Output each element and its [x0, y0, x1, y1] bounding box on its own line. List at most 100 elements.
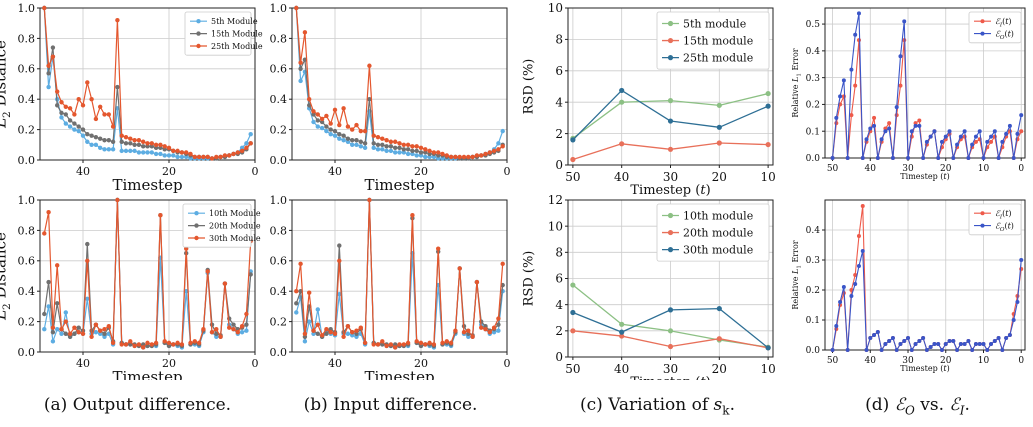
data-point: [149, 141, 154, 146]
data-point: [928, 134, 933, 139]
data-point: [444, 153, 449, 158]
legend-label: 25th module: [683, 51, 753, 64]
data-point: [350, 142, 355, 147]
data-point: [123, 135, 129, 140]
data-point: [350, 330, 355, 335]
y-tick-label: 0.2: [18, 315, 36, 328]
data-point: [93, 135, 99, 140]
data-point: [921, 156, 926, 160]
data-point: [319, 116, 325, 122]
legend-box: [184, 11, 252, 56]
data-point: [76, 124, 81, 129]
data-point: [63, 319, 68, 324]
data-point: [951, 339, 956, 343]
data-point: [179, 150, 185, 155]
data-point: [231, 151, 236, 157]
data-point: [483, 327, 488, 332]
data-point: [1015, 131, 1020, 136]
data-point: [298, 60, 303, 65]
data-point: [619, 333, 625, 339]
data-point: [218, 334, 223, 339]
data-point: [1000, 139, 1005, 144]
data-point: [106, 112, 112, 117]
legend-marker: [667, 212, 674, 219]
x-tick-label: 20: [940, 164, 952, 174]
data-point: [128, 141, 133, 146]
data-point: [397, 342, 402, 347]
data-point: [72, 325, 77, 330]
x-tick-label: 20: [162, 165, 176, 178]
data-point: [46, 304, 51, 309]
data-point: [345, 124, 351, 129]
data-point: [132, 148, 137, 154]
data-point: [401, 142, 406, 147]
data-point: [123, 342, 129, 347]
legend-box: [656, 203, 770, 262]
data-point: [110, 147, 116, 152]
data-point: [853, 83, 858, 88]
data-point: [570, 282, 576, 288]
x-axis-label-part: Timestep (: [630, 183, 700, 198]
y-tick-label: 0.8: [18, 224, 36, 237]
data-point: [50, 330, 56, 335]
legend-label: 15th module: [683, 34, 753, 47]
x-tick-label: 40: [328, 165, 342, 178]
data-point: [1019, 129, 1024, 134]
data-point: [46, 63, 51, 68]
x-tick-label: 40: [76, 165, 90, 178]
x-tick-label: 20: [712, 170, 727, 184]
data-point: [898, 342, 903, 346]
legend-marker: [980, 31, 985, 36]
chart-c-bottom: 50 40 30 20 10 0 2 4 6 8 10 12 Timestep (t) RSD (%) 10…: [522, 193, 776, 380]
data-point: [67, 331, 73, 336]
data-point: [619, 141, 625, 147]
data-point: [466, 328, 471, 333]
x-tick-label: 0: [504, 357, 511, 370]
data-point: [102, 112, 107, 117]
data-point: [917, 118, 922, 123]
data-point: [298, 261, 303, 267]
data-point: [85, 296, 90, 301]
data-point: [63, 310, 68, 315]
data-point: [227, 153, 232, 158]
data-point: [354, 142, 359, 147]
legend-sym: ℰ: [995, 221, 1001, 230]
data-point: [380, 339, 385, 344]
data-point: [371, 141, 376, 146]
data-point: [860, 156, 865, 160]
data-point: [302, 30, 308, 35]
data-point: [93, 142, 99, 147]
data-point: [201, 154, 206, 160]
y-axis-label-sub: 1: [796, 265, 802, 269]
data-point: [98, 145, 103, 151]
data-point: [244, 311, 249, 317]
data-point: [76, 330, 81, 335]
data-point: [414, 144, 419, 149]
data-point: [496, 328, 501, 333]
x-tick-label: 20: [414, 357, 428, 370]
data-point: [496, 141, 501, 146]
data-point: [868, 336, 873, 340]
data-point: [222, 281, 228, 286]
data-point: [393, 150, 398, 155]
y-tick-label: 0: [555, 350, 563, 364]
legend-label: 5th module: [683, 17, 746, 30]
data-point: [89, 334, 94, 339]
data-point: [102, 147, 107, 152]
x-tick-label: 40: [76, 357, 90, 370]
data-point: [856, 264, 861, 268]
data-point: [244, 322, 249, 327]
x-axis-label: Timestep (t): [630, 183, 710, 198]
data-point: [405, 340, 411, 346]
data-point: [80, 103, 86, 108]
y-tick-label: 6: [555, 64, 563, 78]
legend: ℰI(t)ℰO(t): [968, 203, 1022, 236]
data-point: [89, 97, 94, 102]
data-point: [55, 301, 60, 306]
data-point: [932, 342, 937, 346]
y-tick-label: 0.4: [270, 285, 288, 298]
data-point: [1011, 318, 1016, 322]
data-point: [487, 150, 492, 155]
data-point: [962, 129, 967, 134]
data-point: [141, 139, 146, 144]
